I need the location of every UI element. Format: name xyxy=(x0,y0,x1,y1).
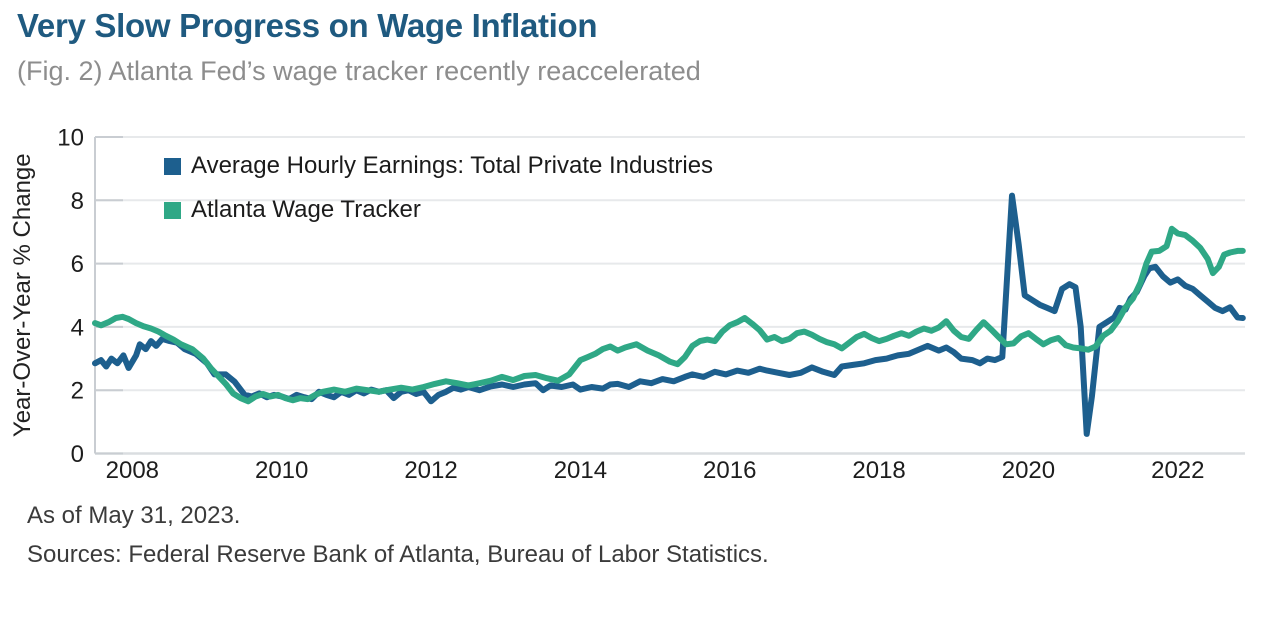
y-tick-label-8: 8 xyxy=(71,188,84,215)
x-tick-label-2010: 2010 xyxy=(255,457,308,484)
sources-note: Sources: Federal Reserve Bank of Atlanta… xyxy=(27,541,769,568)
tracker-legend-swatch-icon xyxy=(164,201,181,219)
x-tick-label-2014: 2014 xyxy=(554,457,607,484)
x-tick-label-2022: 2022 xyxy=(1151,457,1204,484)
y-tick-label-6: 6 xyxy=(71,251,84,278)
chart-legend: Average Hourly Earnings: Total Private I… xyxy=(164,152,713,240)
as-of-note: As of May 31, 2023. xyxy=(27,502,241,529)
footnotes: As of May 31, 2023. Sources: Federal Res… xyxy=(27,502,769,580)
ahe-legend-label: Average Hourly Earnings: Total Private I… xyxy=(191,152,714,179)
figure-subtitle: (Fig. 2) Atlanta Fed’s wage tracker rece… xyxy=(17,56,701,86)
y-tick-label-2: 2 xyxy=(71,378,84,405)
x-tick-label-2012: 2012 xyxy=(404,457,457,484)
ahe-legend-swatch-icon xyxy=(164,157,181,175)
y-tick-label-0: 0 xyxy=(71,441,84,468)
atlanta-wage-tracker-line xyxy=(92,225,1246,405)
legend-item-atlanta-wage-tracker: Atlanta Wage Tracker xyxy=(164,196,713,224)
x-tick-label-2008: 2008 xyxy=(106,457,159,484)
tracker-legend-label: Atlanta Wage Tracker xyxy=(191,196,421,223)
x-tick-label-2016: 2016 xyxy=(703,457,756,484)
figure-title: Very Slow Progress on Wage Inflation xyxy=(17,7,598,44)
y-axis-title: Year-Over-Year % Change xyxy=(9,153,36,437)
y-tick-label-4: 4 xyxy=(71,314,84,341)
legend-item-average-hourly-earnings: Average Hourly Earnings: Total Private I… xyxy=(164,152,713,180)
y-tick-label-10: 10 xyxy=(57,125,84,152)
x-tick-label-2018: 2018 xyxy=(852,457,905,484)
x-tick-label-2020: 2020 xyxy=(1002,457,1055,484)
